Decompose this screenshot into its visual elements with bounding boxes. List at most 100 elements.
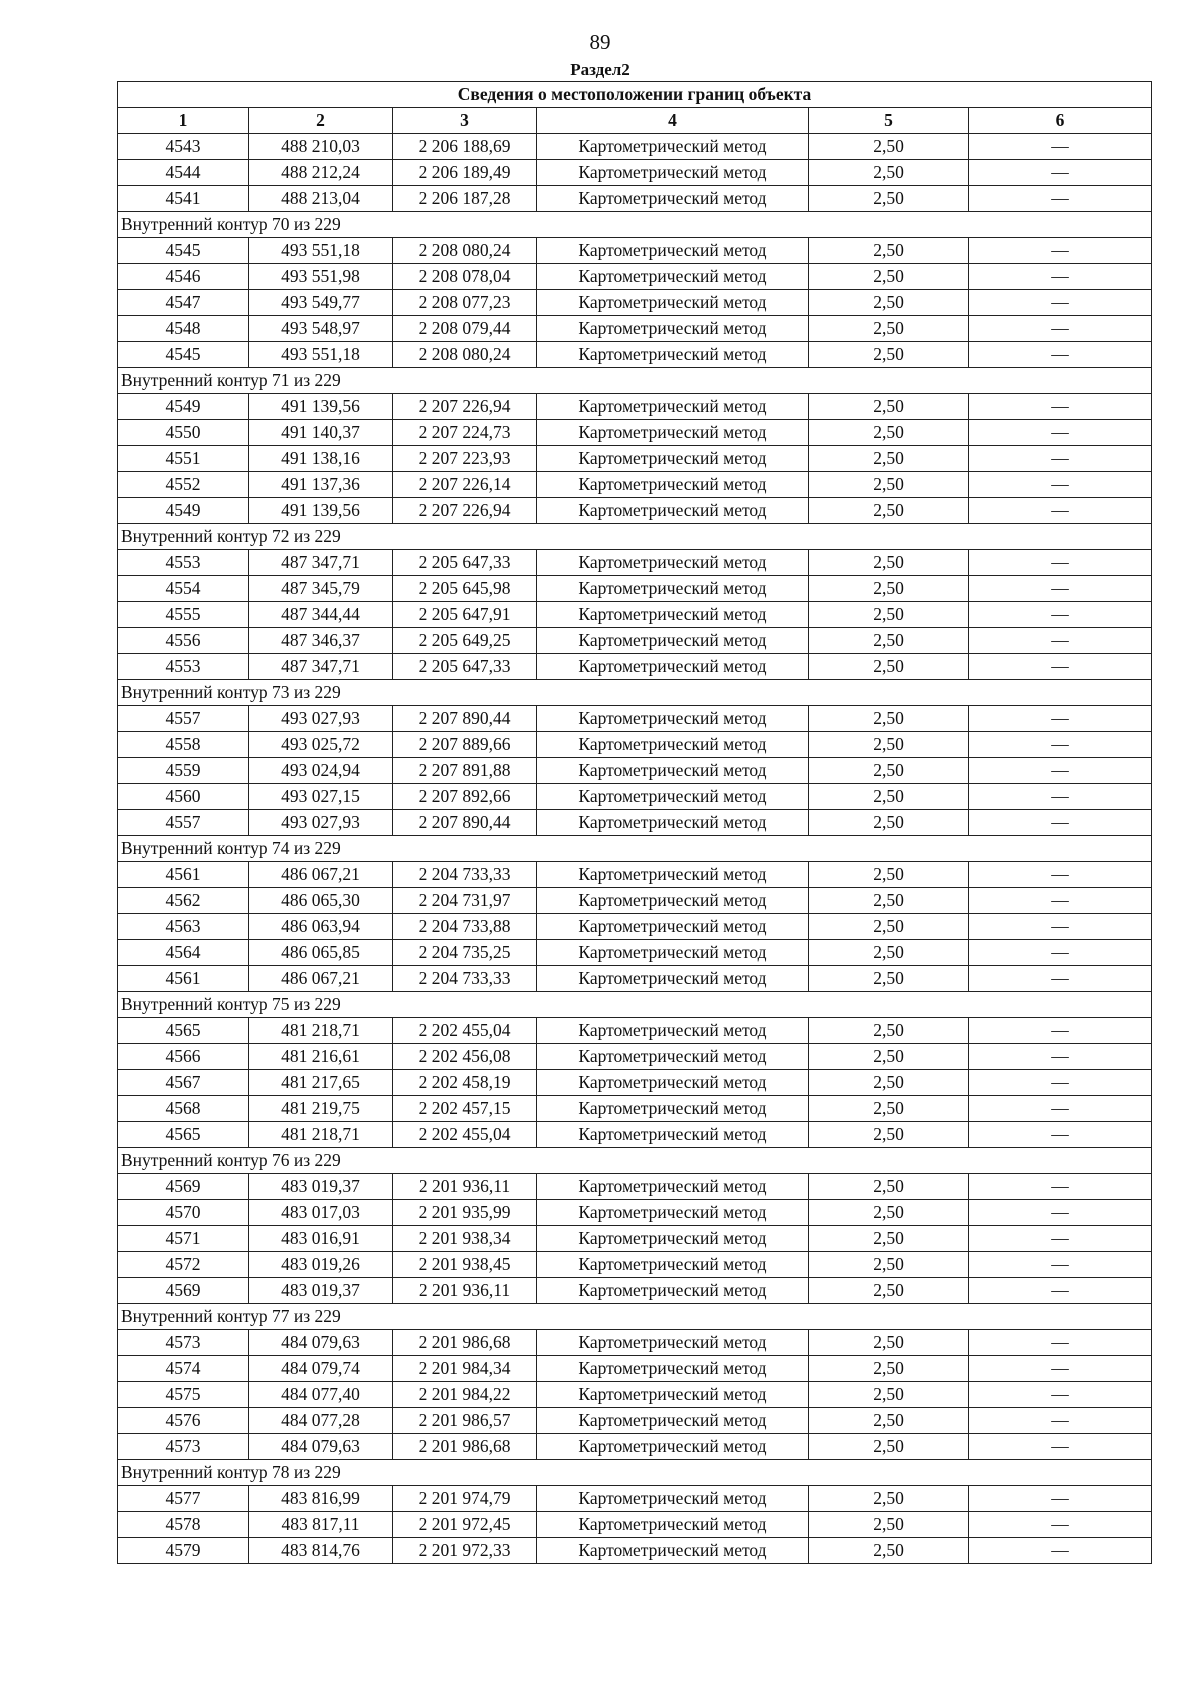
table-row: 4552 491 137,36 2 207 226,14 Картометрическ…	[117, 471, 1153, 498]
table-row: 4545 493 551,18 2 208 080,24 Картометрическ…	[117, 237, 1153, 264]
method-cell: Картометрический метод	[536, 1355, 809, 1382]
point-number-cell: 4555	[117, 601, 249, 628]
table-row: 4570 483 017,03 2 201 935,99 Картометрическ…	[117, 1199, 1153, 1226]
coord-x-cell: 493 551,18	[248, 341, 393, 368]
accuracy-cell: 2,50	[808, 1485, 969, 1512]
contour-label: Внутренний контур 72 из 229	[116, 523, 1153, 550]
note-cell: —	[967, 1199, 1153, 1226]
table-row: 4549 491 139,56 2 207 226,94 Картометрическ…	[117, 393, 1153, 420]
coord-y-cell: 2 207 226,94	[392, 497, 537, 524]
column-header: 3	[392, 107, 537, 134]
accuracy-cell: 2,50	[808, 887, 969, 914]
coord-y-cell: 2 207 890,44	[392, 705, 537, 732]
coord-y-cell: 2 202 457,15	[392, 1095, 537, 1122]
accuracy-cell: 2,50	[808, 1277, 969, 1304]
point-number-cell: 4561	[117, 965, 249, 992]
note-cell: —	[967, 575, 1153, 602]
method-cell: Картометрический метод	[536, 1199, 809, 1226]
method-cell: Картометрический метод	[536, 783, 809, 810]
coord-y-cell: 2 207 891,88	[392, 757, 537, 784]
method-cell: Картометрический метод	[536, 965, 809, 992]
table-row: 4551 491 138,16 2 207 223,93 Картометрическ…	[117, 445, 1153, 472]
note-cell: —	[967, 1381, 1153, 1408]
note-cell: —	[967, 549, 1153, 576]
coord-y-cell: 2 204 733,88	[392, 913, 537, 940]
note-cell: —	[967, 1251, 1153, 1278]
column-header: 4	[536, 107, 809, 134]
table-row: 4565 481 218,71 2 202 455,04 Картометрическ…	[117, 1017, 1153, 1044]
method-cell: Картометрический метод	[536, 731, 809, 758]
accuracy-cell: 2,50	[808, 1069, 969, 1096]
coord-y-cell: 2 208 078,04	[392, 263, 537, 290]
table-row: 4561 486 067,21 2 204 733,33 Картометрическ…	[117, 965, 1153, 992]
coord-x-cell: 483 814,76	[248, 1537, 393, 1564]
method-cell: Картометрический метод	[536, 341, 809, 368]
method-cell: Картометрический метод	[536, 653, 809, 680]
accuracy-cell: 2,50	[808, 289, 969, 316]
note-cell: —	[967, 419, 1153, 446]
coord-x-cell: 491 137,36	[248, 471, 393, 498]
accuracy-cell: 2,50	[808, 1121, 969, 1148]
method-cell: Картометрический метод	[536, 185, 809, 212]
coord-x-cell: 484 079,63	[248, 1433, 393, 1460]
coord-x-cell: 487 346,37	[248, 627, 393, 654]
coord-y-cell: 2 207 889,66	[392, 731, 537, 758]
accuracy-cell: 2,50	[808, 1043, 969, 1070]
point-number-cell: 4575	[117, 1381, 249, 1408]
accuracy-cell: 2,50	[808, 913, 969, 940]
accuracy-cell: 2,50	[808, 1017, 969, 1044]
method-cell: Картометрический метод	[536, 1095, 809, 1122]
point-number-cell: 4543	[117, 133, 249, 160]
contour-label: Внутренний контур 78 из 229	[116, 1459, 1153, 1486]
point-number-cell: 4571	[117, 1225, 249, 1252]
note-cell: —	[967, 393, 1153, 420]
contour-row: Внутренний контур 73 из 229	[116, 679, 1153, 706]
point-number-cell: 4569	[117, 1277, 249, 1304]
coord-x-cell: 493 027,93	[248, 809, 393, 836]
note-cell: —	[967, 263, 1153, 290]
note-cell: —	[967, 1069, 1153, 1096]
contour-row: Внутренний контур 70 из 229	[116, 211, 1153, 238]
point-number-cell: 4557	[117, 809, 249, 836]
note-cell: —	[967, 705, 1153, 732]
coord-y-cell: 2 202 458,19	[392, 1069, 537, 1096]
table-row: 4544 488 212,24 2 206 189,49 Картометрическ…	[117, 159, 1153, 186]
note-cell: —	[967, 939, 1153, 966]
accuracy-cell: 2,50	[808, 419, 969, 446]
table-row: 4560 493 027,15 2 207 892,66 Картометрическ…	[117, 783, 1153, 810]
coord-y-cell: 2 201 974,79	[392, 1485, 537, 1512]
contour-row: Внутренний контур 76 из 229	[116, 1147, 1153, 1174]
note-cell: —	[967, 1511, 1153, 1538]
coord-x-cell: 488 212,24	[248, 159, 393, 186]
table-row: 4557 493 027,93 2 207 890,44 Картометрическ…	[117, 705, 1153, 732]
accuracy-cell: 2,50	[808, 1433, 969, 1460]
point-number-cell: 4574	[117, 1355, 249, 1382]
point-number-cell: 4570	[117, 1199, 249, 1226]
coord-y-cell: 2 201 984,34	[392, 1355, 537, 1382]
coord-y-cell: 2 206 189,49	[392, 159, 537, 186]
table-row: 4553 487 347,71 2 205 647,33 Картометрическ…	[117, 549, 1153, 576]
note-cell: —	[967, 289, 1153, 316]
point-number-cell: 4544	[117, 159, 249, 186]
table-row: 4554 487 345,79 2 205 645,98 Картометрическ…	[117, 575, 1153, 602]
contour-row: Внутренний контур 72 из 229	[116, 523, 1153, 550]
method-cell: Картометрический метод	[536, 289, 809, 316]
note-cell: —	[967, 653, 1153, 680]
table-row: 4576 484 077,28 2 201 986,57 Картометрическ…	[117, 1407, 1153, 1434]
coord-y-cell: 2 201 936,11	[392, 1277, 537, 1304]
coord-y-cell: 2 207 226,14	[392, 471, 537, 498]
table-row: 4579 483 814,76 2 201 972,33 Картометрическ…	[117, 1537, 1153, 1564]
table-row: 4556 487 346,37 2 205 649,25 Картометрическ…	[117, 627, 1153, 654]
column-header: 2	[248, 107, 393, 134]
table-row: 4564 486 065,85 2 204 735,25 Картометрическ…	[117, 939, 1153, 966]
method-cell: Картометрический метод	[536, 1173, 809, 1200]
point-number-cell: 4553	[117, 653, 249, 680]
table-row: 4550 491 140,37 2 207 224,73 Картометрическ…	[117, 419, 1153, 446]
method-cell: Картометрический метод	[536, 497, 809, 524]
method-cell: Картометрический метод	[536, 1017, 809, 1044]
table-row: 4577 483 816,99 2 201 974,79 Картометрическ…	[117, 1485, 1153, 1512]
method-cell: Картометрический метод	[536, 1251, 809, 1278]
note-cell: —	[967, 757, 1153, 784]
column-header: 6	[967, 107, 1153, 134]
table-row: 4546 493 551,98 2 208 078,04 Картометрическ…	[117, 263, 1153, 290]
